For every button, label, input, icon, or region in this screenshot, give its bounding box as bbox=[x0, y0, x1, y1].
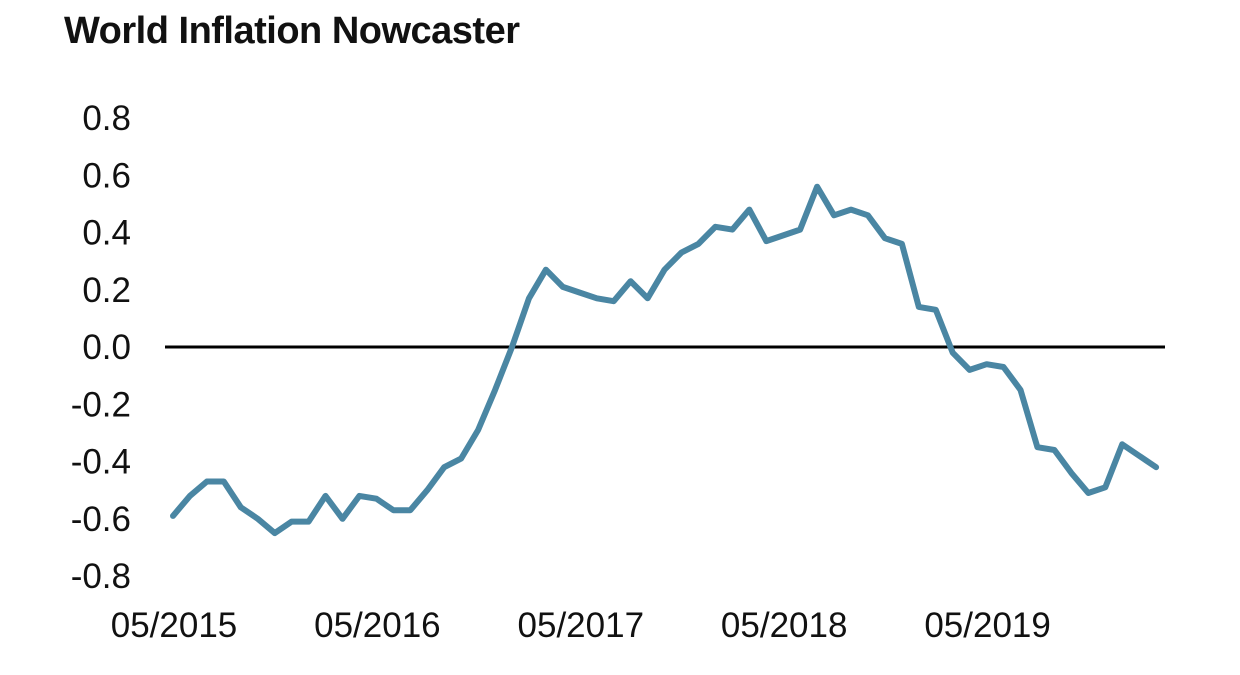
y-tick-label: 0.8 bbox=[82, 99, 131, 138]
chart-title: World Inflation Nowcaster bbox=[64, 10, 520, 52]
series-layer bbox=[170, 183, 1160, 537]
x-tick-label: 05/2015 bbox=[111, 606, 238, 645]
y-tick-label: -0.4 bbox=[71, 443, 131, 482]
y-tick-label: 0.2 bbox=[82, 271, 131, 310]
y-tick-label: 0.6 bbox=[82, 156, 131, 195]
y-tick-label: -0.2 bbox=[71, 385, 131, 424]
y-tick-label: -0.8 bbox=[71, 557, 131, 596]
y-axis-ticks: 0.8 0.6 0.4 0.2 0.0 -0.2 -0.4 -0.6 -0.8 bbox=[71, 99, 131, 596]
y-tick-label: 0.0 bbox=[82, 328, 131, 367]
y-tick-label: -0.6 bbox=[71, 500, 131, 539]
x-tick-label: 05/2019 bbox=[924, 606, 1051, 645]
x-tick-label: 05/2017 bbox=[518, 606, 645, 645]
x-tick-label: 05/2018 bbox=[721, 606, 848, 645]
x-axis-ticks: 05/2015 05/2016 05/2017 05/2018 05/2019 bbox=[111, 606, 1051, 645]
y-tick-label: 0.4 bbox=[82, 214, 131, 253]
x-tick-label: 05/2016 bbox=[314, 606, 441, 645]
series-line bbox=[170, 183, 1160, 537]
